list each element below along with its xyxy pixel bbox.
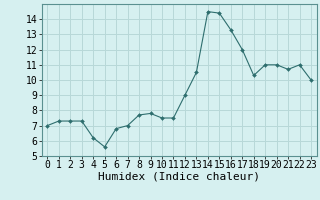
X-axis label: Humidex (Indice chaleur): Humidex (Indice chaleur)	[98, 172, 260, 182]
